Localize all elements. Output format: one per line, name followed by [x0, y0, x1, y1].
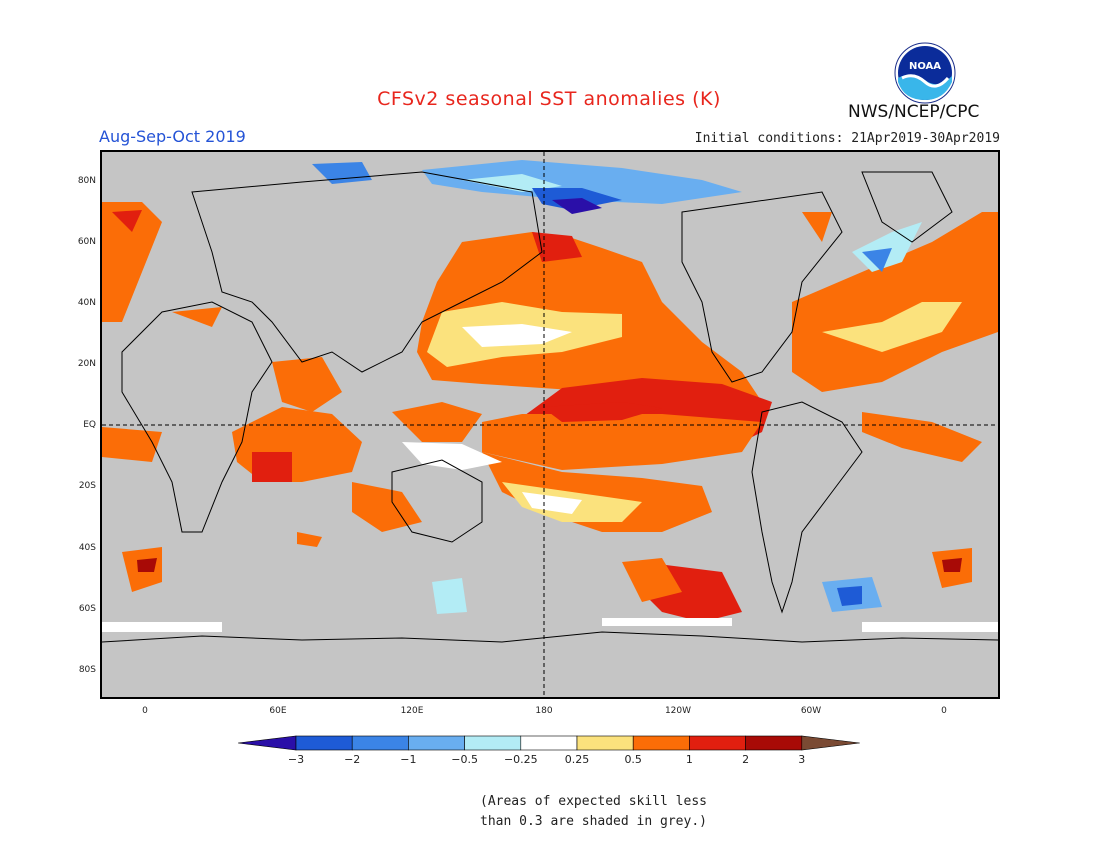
colorbar-box: [520, 735, 578, 751]
colorbar-box: [689, 735, 746, 751]
lat-label: 40S: [78, 543, 96, 553]
colorbar-tick-label: 2: [742, 753, 750, 766]
colorbar-box: [295, 735, 353, 751]
arctic-cool-patch: [312, 162, 372, 184]
colorbar-tick-label: 0.5: [624, 753, 642, 766]
colorbar-high-triangle: [801, 735, 860, 751]
skill-note: (Areas of expected skill less than 0.3 a…: [480, 792, 707, 832]
colorbar-tick-label: −1: [400, 753, 417, 766]
sst-anomaly-map: [100, 150, 1000, 699]
lat-label: 60N: [77, 237, 96, 247]
lat-label: EQ: [83, 420, 96, 430]
lat-label: 80S: [78, 665, 96, 675]
colorbar-tick-label: −3: [287, 753, 305, 766]
lon-label: 0: [142, 706, 148, 716]
lon-label: 60E: [269, 706, 287, 716]
agency-label: NWS/NCEP/CPC: [848, 102, 980, 122]
colorbar-low-triangle: [237, 735, 297, 751]
colorbar: [237, 734, 862, 756]
colorbar-tick-label: −2: [344, 753, 361, 766]
colorbar-box: [351, 735, 409, 751]
coast-africa: [121, 301, 273, 533]
colorbar-box: [632, 735, 690, 751]
lat-label: 40N: [77, 298, 96, 308]
lat-label: 80N: [77, 176, 96, 186]
lat-label: 20S: [78, 481, 96, 491]
note-line: (Areas of expected skill less: [480, 794, 707, 809]
colorbar-tick-label: −0.25: [503, 753, 538, 766]
colorbar-tick-label: 0.25: [564, 753, 590, 766]
lon-label: 180: [535, 706, 553, 716]
lon-label: 120E: [400, 706, 424, 716]
colorbar-box: [408, 735, 465, 751]
colorbar-tick-label: −0.5: [451, 753, 478, 766]
colorbar-box: [745, 735, 803, 751]
season-label: Aug-Sep-Oct 2019: [99, 127, 246, 146]
coast-south-america: [751, 401, 863, 614]
lon-label: 0: [941, 706, 947, 716]
logo-text: NOAA: [909, 61, 941, 72]
initial-conditions: Initial conditions: 21Apr2019-30Apr2019: [694, 131, 1000, 146]
colorbar-box: [576, 735, 634, 751]
colorbar-tick-label: 3: [798, 753, 806, 766]
noaa-logo: NOAA: [894, 42, 956, 104]
note-line: than 0.3 are shaded in grey.): [480, 814, 707, 829]
coast-eurasia: [191, 171, 543, 373]
colorbar-box: [464, 735, 522, 751]
lat-label: 20N: [77, 359, 96, 369]
coast-antarctica: [102, 631, 998, 643]
coast-australia: [391, 459, 483, 543]
page-title: CFSv2 seasonal SST anomalies (K): [377, 88, 721, 110]
coast-north-america: [681, 191, 843, 383]
colorbar-tick-label: 1: [685, 753, 693, 766]
lon-label: 60W: [800, 706, 822, 716]
north-atlantic-warm: [792, 212, 998, 392]
coast-greenland: [861, 171, 953, 243]
lon-label: 120W: [664, 706, 692, 716]
lat-label: 60S: [78, 604, 96, 614]
